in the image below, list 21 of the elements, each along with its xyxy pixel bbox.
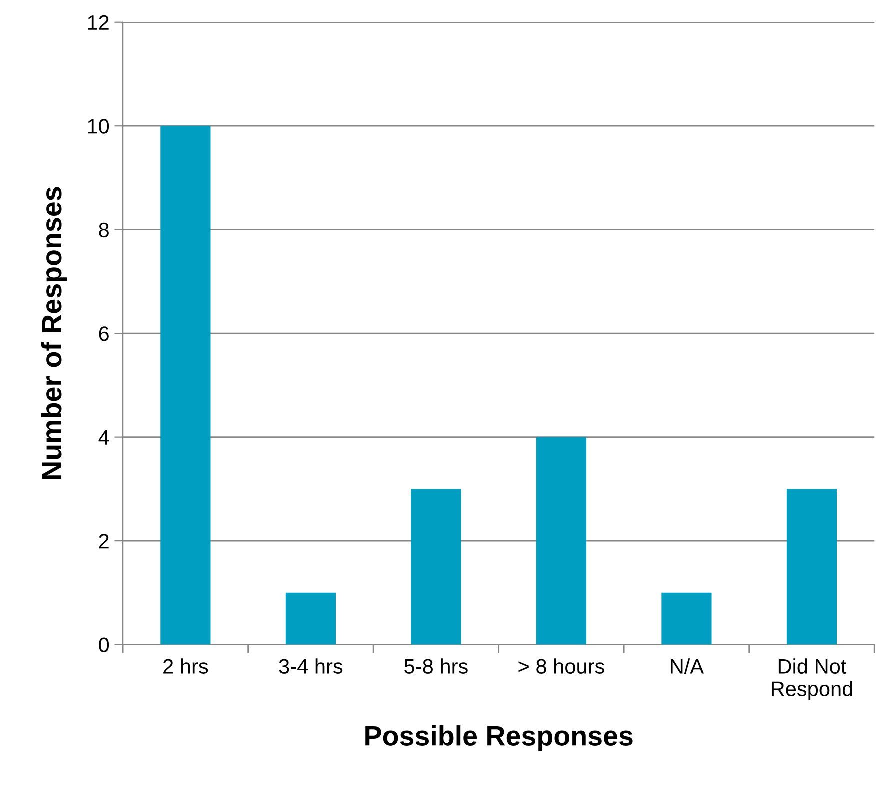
x-tick-label: > 8 hours [518,658,604,674]
y-tick-label: 0 [99,638,110,653]
y-tick-label: 10 [88,119,110,134]
x-tick-label: 3-4 hrs [279,658,343,674]
bar [662,592,712,645]
bar [411,489,462,645]
y-tick-label: 6 [99,326,109,342]
x-tick-label: 2 hrs [164,658,208,674]
y-tick-label: 12 [88,15,109,30]
y-axis-title: Number of Responses [41,187,68,480]
x-tick-label: N/A [671,658,704,674]
y-tick-label: 8 [99,222,109,238]
x-axis-title: Possible Responses [366,726,633,752]
y-tick-label: 4 [98,430,110,445]
y-tick-label: 2 [99,534,109,549]
x-tick-label: 5-8 hrs [404,658,468,674]
bar [536,437,587,645]
x-tick-label: Did Not Respond [772,658,852,701]
bar [160,126,211,645]
bar [286,592,336,645]
bar [786,489,838,645]
